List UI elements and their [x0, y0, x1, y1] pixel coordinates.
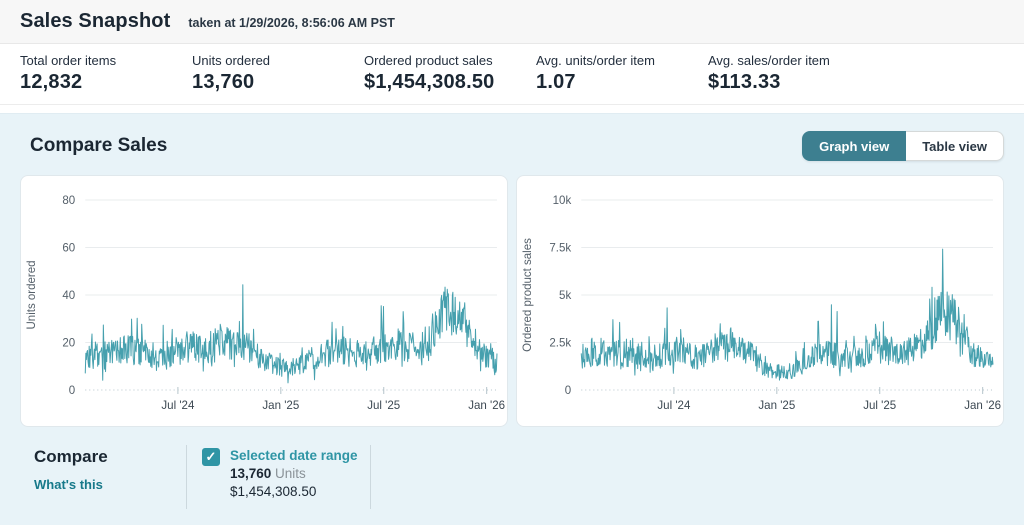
- view-toggle-group: Graph view Table view: [802, 131, 1004, 161]
- compare-sales-title: Compare Sales: [30, 135, 168, 156]
- snapshot-timestamp: taken at 1/29/2026, 8:56:06 AM PST: [188, 16, 395, 30]
- svg-text:40: 40: [62, 290, 75, 302]
- svg-text:Jan '25: Jan '25: [262, 400, 299, 412]
- svg-text:2.5k: 2.5k: [549, 338, 571, 350]
- divider: [370, 445, 371, 509]
- compare-section: Compare What's this ✓ Selected date rang…: [20, 435, 1004, 513]
- stat-label: Ordered product sales: [364, 53, 493, 68]
- svg-text:Jan '26: Jan '26: [468, 400, 505, 412]
- selected-range-sales: $1,454,308.50: [230, 484, 317, 499]
- units-suffix: Units: [271, 466, 306, 481]
- stat-avg-units-order-item: Avg. units/order item 1.07: [536, 53, 708, 104]
- svg-text:Jul '24: Jul '24: [161, 400, 195, 412]
- svg-text:10k: 10k: [553, 195, 572, 207]
- selected-range-units: 13,760 Units: [230, 465, 358, 483]
- compare-sales-panel: Compare Sales Graph view Table view 0 20 4…: [0, 113, 1024, 525]
- units-number: 13,760: [230, 466, 272, 481]
- stat-value: 1.07: [536, 71, 576, 93]
- svg-text:Jan '26: Jan '26: [964, 400, 1001, 412]
- selected-date-range-block: ✓ Selected date range 13,760 Units $1,45…: [187, 435, 370, 513]
- svg-text:60: 60: [62, 243, 75, 255]
- svg-text:Units ordered: Units ordered: [26, 261, 38, 330]
- svg-text:Jul '25: Jul '25: [863, 400, 896, 412]
- stat-total-order-items: Total order items 12,832: [20, 53, 192, 104]
- svg-text:0: 0: [565, 385, 571, 397]
- svg-text:80: 80: [62, 195, 75, 207]
- stat-value: 12,832: [20, 71, 83, 93]
- stat-value: $1,454,308.50: [364, 71, 495, 93]
- page-title: Sales Snapshot: [20, 10, 171, 32]
- page-header: Sales Snapshot taken at 1/29/2026, 8:56:…: [0, 0, 1024, 44]
- selected-date-range-checkbox[interactable]: ✓: [202, 448, 220, 466]
- table-view-button[interactable]: Table view: [906, 131, 1004, 161]
- svg-text:0: 0: [69, 385, 75, 397]
- chart-ordered-product-sales: 0 2.5k 5k 7.5k 10k Jul '24 Jan '25 Jul '25 Jan '…: [516, 175, 1004, 427]
- divider: [186, 445, 187, 509]
- compare-title: Compare: [34, 447, 108, 466]
- stat-value: 13,760: [192, 71, 255, 93]
- compare-left: Compare What's this: [34, 435, 186, 513]
- stat-label: Avg. units/order item: [536, 53, 655, 68]
- svg-text:20: 20: [62, 338, 75, 350]
- svg-text:5k: 5k: [559, 290, 571, 302]
- svg-text:Jul '24: Jul '24: [657, 400, 691, 412]
- compare-sales-header: Compare Sales Graph view Table view: [20, 130, 1004, 162]
- stat-label: Total order items: [20, 53, 117, 68]
- chart-units-ordered: 0 20 40 60 80 Jul '24 Jan '25 Jul '25 Jan '26 Uni…: [20, 175, 508, 427]
- stat-units-ordered: Units ordered 13,760: [192, 53, 364, 104]
- stat-label: Units ordered: [192, 53, 271, 68]
- svg-text:Jan '25: Jan '25: [758, 400, 795, 412]
- svg-text:Ordered product sales: Ordered product sales: [522, 238, 534, 352]
- svg-text:7.5k: 7.5k: [549, 243, 571, 255]
- stat-value: $113.33: [708, 71, 781, 93]
- whats-this-link[interactable]: What's this: [34, 477, 103, 492]
- graph-view-button[interactable]: Graph view: [802, 131, 907, 161]
- stats-strip: Total order items 12,832 Units ordered 1…: [0, 44, 1024, 105]
- selected-date-range-texts: Selected date range 13,760 Units $1,454,…: [230, 447, 358, 513]
- stat-label: Avg. sales/order item: [708, 53, 830, 68]
- svg-text:Jul '25: Jul '25: [367, 400, 400, 412]
- charts-row: 0 20 40 60 80 Jul '24 Jan '25 Jul '25 Jan '26 Uni…: [20, 175, 1004, 427]
- stat-ordered-product-sales: Ordered product sales $1,454,308.50: [364, 53, 536, 104]
- stat-avg-sales-order-item: Avg. sales/order item $113.33: [708, 53, 830, 104]
- selected-date-range-label: Selected date range: [230, 448, 358, 463]
